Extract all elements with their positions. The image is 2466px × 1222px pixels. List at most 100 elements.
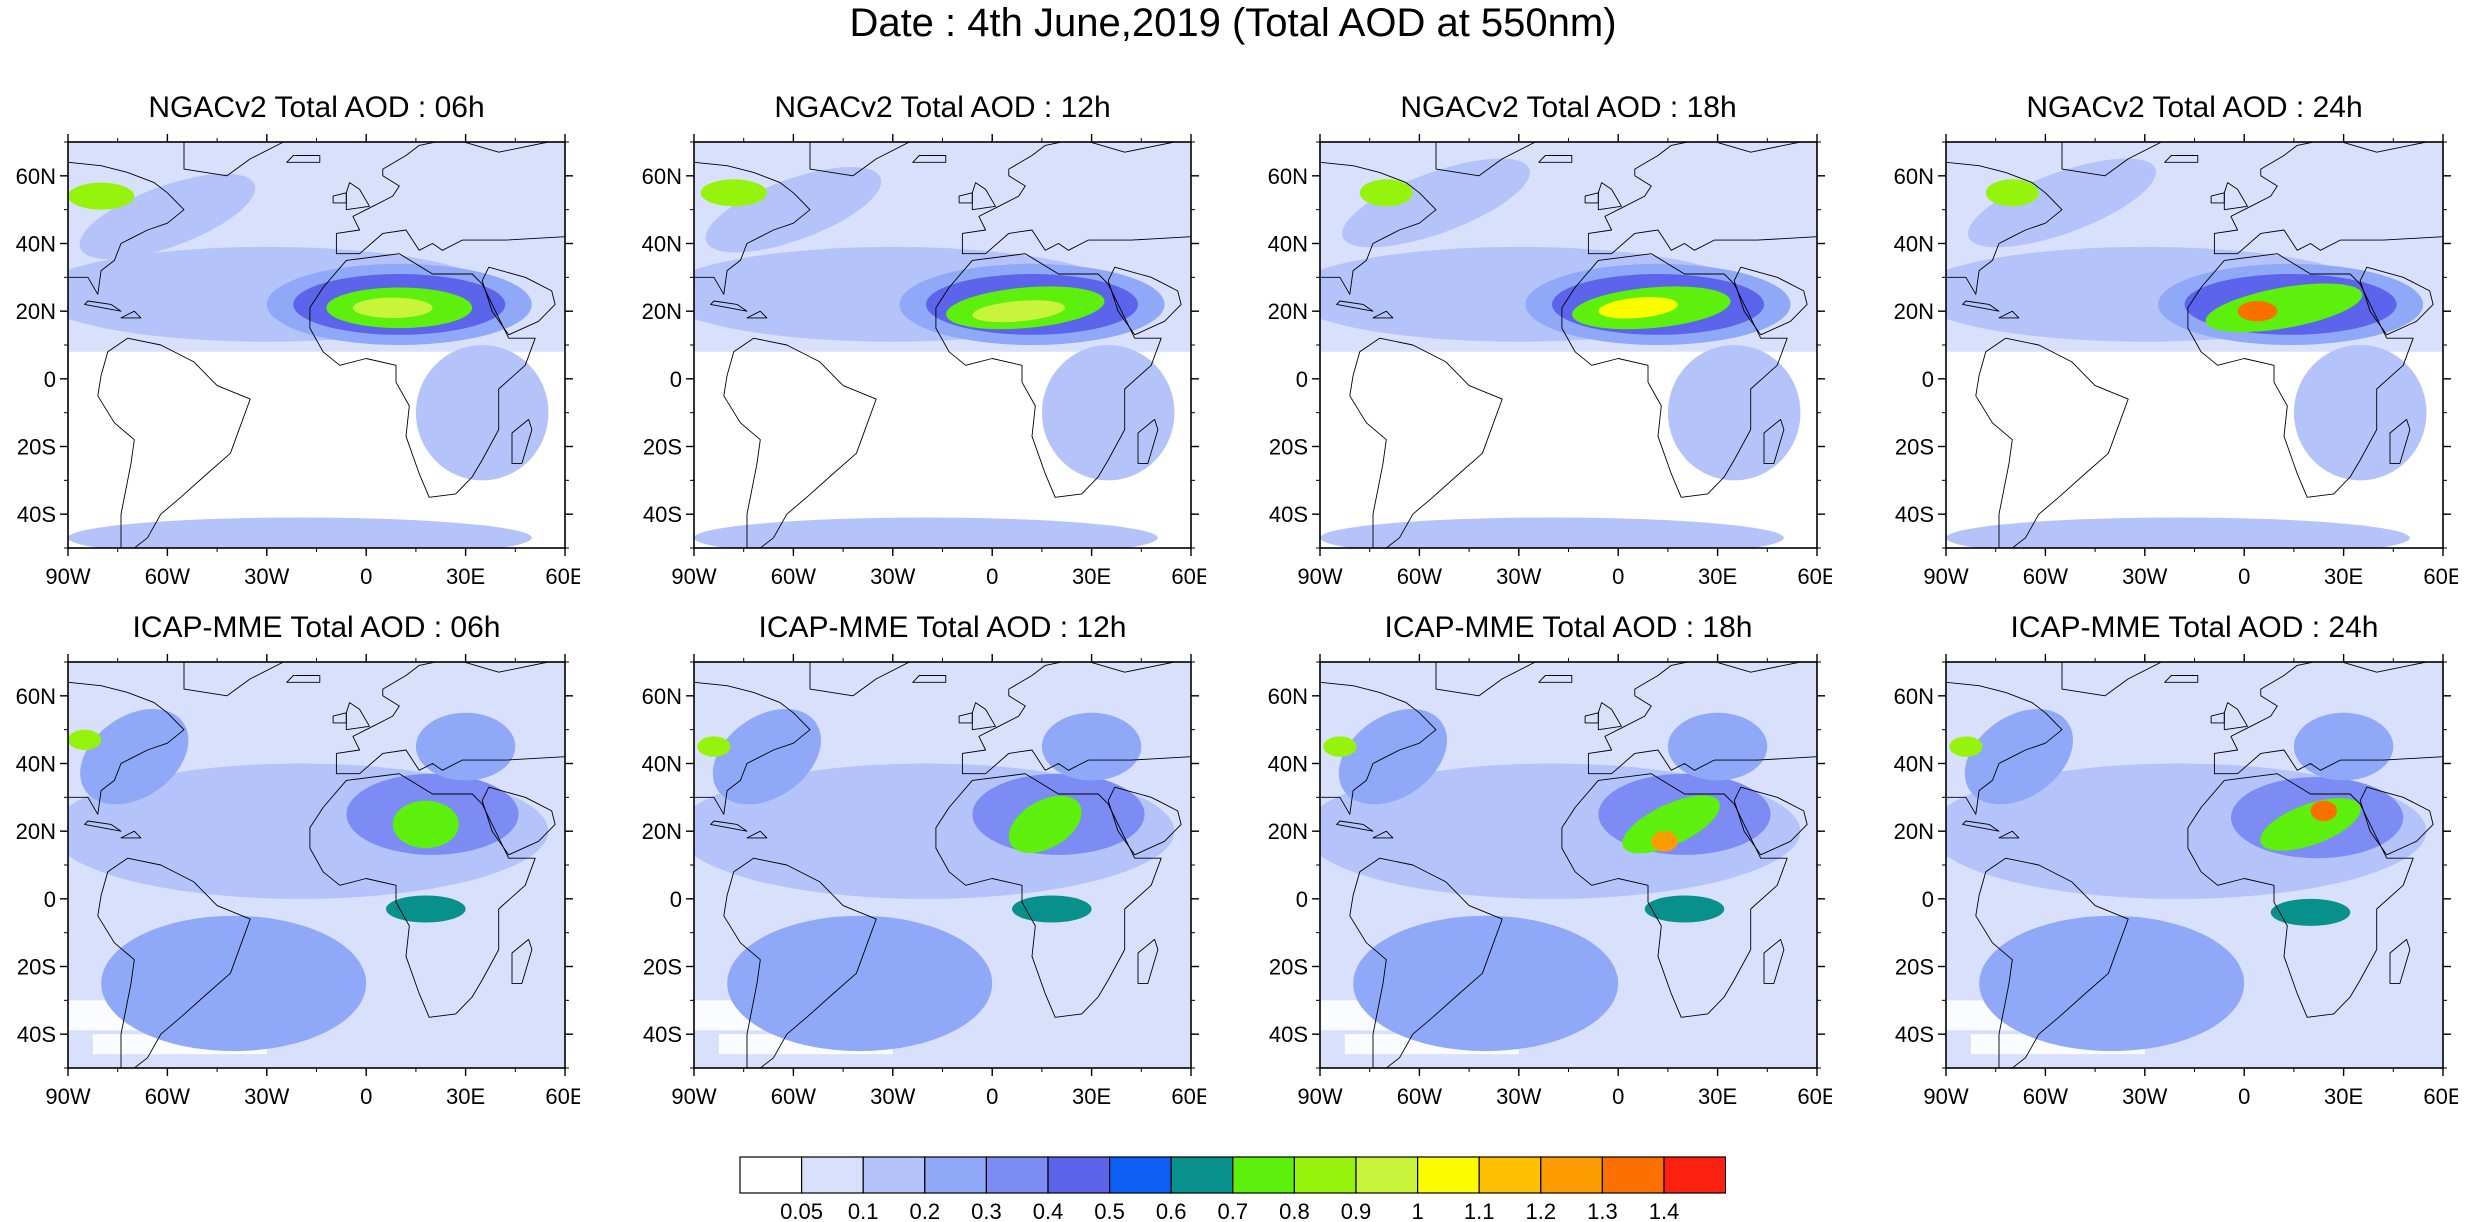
colorbar-level-label: 1.3 (1587, 1199, 1618, 1222)
map-plot: 60N 40N 20N 0 20S 40S 90W 60W 30W 0 30E 60E (642, 654, 1206, 1109)
map-panel: NGACv2 Total AOD : 18h 60N 40N 20N 0 20S 40S 90… (1252, 92, 1832, 652)
panel-title: ICAP-MME Total AOD : 06h (132, 611, 501, 644)
lon-tick-label: 0 (986, 1084, 998, 1109)
map-plot: 60N 40N 20N 0 20S 40S 90W 60W 30W 0 30E 60E (16, 654, 580, 1109)
lat-tick-label: 60N (1268, 164, 1308, 189)
colorbar-swatch (862, 1156, 926, 1194)
lat-tick-label: 40S (1895, 502, 1934, 527)
aod-plume (1353, 915, 1619, 1052)
lon-tick-label: 60E (1797, 564, 1832, 589)
lon-tick-label: 60W (771, 1084, 816, 1109)
colorbar-level-label: 0.2 (910, 1199, 941, 1222)
colorbar-swatch (1416, 1156, 1480, 1194)
lat-tick-label: 0 (1922, 367, 1934, 392)
aod-plume (1359, 179, 1413, 207)
lat-tick-label: 40S (643, 1022, 682, 1047)
lat-tick-label: 20S (643, 955, 682, 980)
lon-tick-label: 30E (2324, 564, 2363, 589)
panel-title: ICAP-MME Total AOD : 24h (2010, 611, 2379, 644)
aod-plume (1979, 915, 2245, 1052)
aod-plume (415, 345, 549, 481)
lat-tick-label: 40N (642, 232, 682, 257)
colorbar-swatch (1170, 1156, 1234, 1194)
lat-tick-label: 40N (1268, 232, 1308, 257)
aod-plume (101, 915, 367, 1052)
aod-plume (1323, 736, 1357, 757)
aod-plume (1041, 712, 1142, 781)
aod-plume (1651, 831, 1678, 852)
lon-tick-label: 30W (2122, 564, 2167, 589)
lon-tick-label: 90W (1923, 1084, 1968, 1109)
lon-tick-label: 60E (545, 1084, 580, 1109)
lat-tick-label: 0 (670, 367, 682, 392)
aod-plume (1008, 795, 1082, 853)
colorbar-swatch (1293, 1156, 1357, 1194)
colorbar-swatch (1232, 1156, 1295, 1194)
lon-tick-label: 30W (870, 564, 915, 589)
lon-tick-label: 30W (244, 564, 289, 589)
lon-tick-label: 0 (1612, 1084, 1624, 1109)
lon-tick-label: 60E (2423, 1084, 2458, 1109)
lon-tick-label: 60W (145, 564, 190, 589)
map-plot: 60N 40N 20N 0 20S 40S 90W 60W 30W 0 30E 60E (1268, 134, 1832, 589)
colorbar-swatch (739, 1156, 803, 1194)
map-panel: NGACv2 Total AOD : 06h 60N 40N 20N 0 20S 40S 90… (0, 92, 580, 652)
lon-tick-label: 30E (2324, 1084, 2363, 1109)
lat-tick-label: 60N (1268, 684, 1308, 709)
aod-plume (2237, 301, 2278, 322)
aod-plume (694, 517, 1158, 548)
lat-tick-label: 40N (642, 752, 682, 777)
lon-tick-label: 30W (2122, 1084, 2167, 1109)
lat-tick-label: 20N (16, 819, 56, 844)
colorbar-swatch (1355, 1156, 1419, 1194)
map-panel: ICAP-MME Total AOD : 12h 60N 40N 20N 0 20S 40S… (626, 612, 1206, 1172)
colorbar-level-label: 0.1 (848, 1199, 879, 1222)
aod-plume (2310, 800, 2337, 822)
colorbar-swatch (924, 1156, 988, 1194)
lat-tick-label: 20N (642, 819, 682, 844)
lon-tick-label: 0 (986, 564, 998, 589)
colorbar-level-label: 1.1 (1464, 1199, 1495, 1222)
aod-plume (1012, 895, 1092, 923)
lon-tick-label: 30E (446, 564, 485, 589)
lat-tick-label: 20N (16, 299, 56, 324)
aod-plume (697, 736, 731, 757)
lat-tick-label: 20N (1894, 299, 1934, 324)
lon-tick-label: 30E (1698, 1084, 1737, 1109)
lon-tick-label: 0 (1612, 564, 1624, 589)
aod-plume (705, 166, 882, 253)
colorbar-swatch (800, 1156, 864, 1194)
colorbar-level-label: 0.9 (1341, 1199, 1372, 1222)
coastlines (1320, 142, 1817, 548)
lon-tick-label: 90W (1297, 1084, 1342, 1109)
lon-tick-label: 30E (1072, 1084, 1111, 1109)
lon-tick-label: 30E (1698, 564, 1737, 589)
lat-tick-label: 40S (1269, 502, 1308, 527)
panel-title: NGACv2 Total AOD : 18h (1400, 91, 1737, 124)
lon-tick-label: 90W (671, 564, 716, 589)
lat-tick-label: 40N (1268, 752, 1308, 777)
colorbar-swatch (1109, 1156, 1172, 1194)
lon-tick-label: 30W (244, 1084, 289, 1109)
lat-tick-label: 20S (1269, 955, 1308, 980)
lat-tick-label: 20S (643, 435, 682, 460)
lon-tick-label: 30E (446, 1084, 485, 1109)
lat-tick-label: 40N (1894, 232, 1934, 257)
lat-tick-label: 20N (1268, 299, 1308, 324)
lon-tick-label: 30E (1072, 564, 1111, 589)
panel-title: NGACv2 Total AOD : 06h (148, 91, 485, 124)
aod-plume (1968, 158, 2156, 248)
coastlines (694, 142, 1191, 548)
aod-plume (1644, 895, 1725, 923)
lat-tick-label: 40S (17, 1022, 56, 1047)
colorbar-swatch (1663, 1156, 1726, 1194)
lat-tick-label: 60N (1894, 164, 1934, 189)
lat-tick-label: 20S (1269, 435, 1308, 460)
lat-tick-label: 60N (1894, 684, 1934, 709)
lon-tick-label: 60E (545, 564, 580, 589)
lat-tick-label: 0 (670, 887, 682, 912)
lon-tick-label: 90W (45, 1084, 90, 1109)
lat-tick-label: 40S (1269, 1022, 1308, 1047)
aod-plume (415, 712, 516, 781)
aod-plume (2205, 283, 2363, 333)
